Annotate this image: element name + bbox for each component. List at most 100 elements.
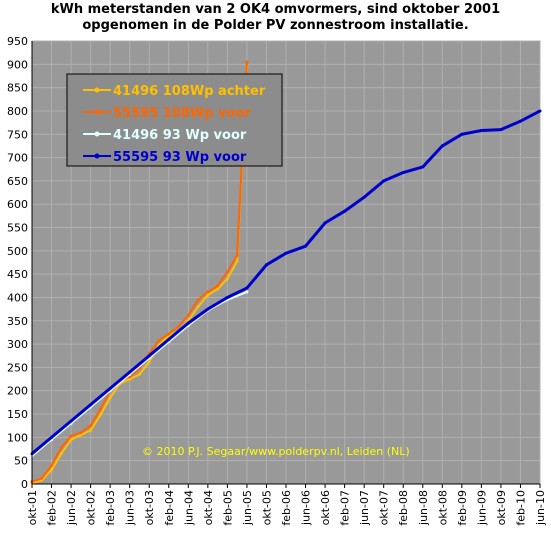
data-point: [323, 221, 327, 225]
data-point: [128, 377, 132, 381]
data-point: [499, 128, 503, 132]
data-point: [196, 298, 200, 302]
data-point: [245, 60, 249, 64]
data-point: [225, 270, 229, 274]
data-point: [79, 433, 83, 437]
data-point: [137, 372, 141, 376]
legend-label-3: 41496 93 Wp voor: [113, 128, 247, 143]
data-point: [157, 338, 161, 342]
data-point: [167, 332, 171, 336]
copyright-annotation: © 2010 P.J. Segaar/www.polderpv.nl, Leid…: [142, 445, 410, 458]
x-tick-label: jun-09: [475, 490, 488, 526]
x-tick-label: jun-08: [417, 490, 430, 526]
x-tick-label: okt-06: [319, 490, 332, 525]
x-tick-label: okt-03: [143, 490, 156, 525]
data-point: [460, 132, 464, 136]
data-point: [216, 284, 220, 288]
data-point: [98, 407, 102, 411]
data-point: [69, 434, 73, 438]
data-point: [225, 295, 229, 299]
x-tick-label: jun-02: [65, 490, 78, 526]
data-point: [264, 263, 268, 267]
data-point: [98, 413, 102, 417]
y-tick-label: 950: [7, 35, 28, 48]
y-tick-label: 300: [7, 338, 28, 351]
data-point: [421, 165, 425, 169]
data-point: [382, 179, 386, 183]
data-point: [128, 370, 132, 374]
y-tick-label: 400: [7, 291, 28, 304]
data-point: [362, 195, 366, 199]
legend-marker-4: [94, 153, 100, 159]
y-tick-label: 700: [7, 152, 28, 165]
x-tick-label: okt-09: [495, 490, 508, 525]
legend-marker-1: [94, 87, 100, 93]
x-tick-label: okt-05: [260, 490, 273, 525]
data-point: [50, 468, 54, 472]
data-point: [89, 428, 93, 432]
data-point: [89, 403, 93, 407]
data-point: [304, 244, 308, 248]
x-tick-label: jun-04: [182, 490, 195, 526]
series-layer: [30, 60, 542, 485]
data-point: [206, 307, 210, 311]
data-point: [50, 463, 54, 467]
y-tick-label: 500: [7, 245, 28, 258]
data-point: [186, 313, 190, 317]
y-tick-label: 600: [7, 198, 28, 211]
x-tick-label: jun-06: [300, 490, 313, 526]
y-tick-label: 0: [21, 478, 28, 491]
data-point: [216, 287, 220, 291]
y-tick-label: 150: [7, 408, 28, 421]
x-tick-label: feb-06: [280, 490, 293, 526]
data-point: [108, 396, 112, 400]
data-point: [186, 321, 190, 325]
data-point: [440, 144, 444, 148]
legend-label-2: 55595 108Wp voor: [113, 106, 251, 121]
x-tick-label: feb-08: [397, 490, 410, 526]
data-point: [50, 435, 54, 439]
data-point: [235, 259, 239, 263]
data-point: [59, 452, 63, 456]
x-tick-label: okt-08: [436, 490, 449, 525]
x-tick-label: okt-01: [26, 490, 39, 525]
y-tick-label: 200: [7, 385, 28, 398]
data-point: [225, 277, 229, 281]
y-tick-label: 350: [7, 315, 28, 328]
data-point: [401, 171, 405, 175]
x-tick-label: okt-04: [202, 490, 215, 525]
data-point: [177, 324, 181, 328]
x-tick-label: okt-02: [85, 490, 98, 525]
legend-label-1: 41496 108Wp achter: [113, 84, 266, 99]
data-point: [69, 438, 73, 442]
chart-title-line-2: opgenomen in de Polder PV zonnestroom in…: [82, 18, 469, 33]
y-tick-label: 850: [7, 82, 28, 95]
series-1: [30, 65, 249, 485]
y-tick-label: 450: [7, 268, 28, 281]
series-4: [30, 109, 542, 456]
legend-marker-2: [94, 109, 100, 115]
data-point: [245, 290, 249, 294]
x-tick-label: okt-07: [378, 490, 391, 525]
x-tick-label: feb-05: [221, 490, 234, 526]
data-point: [40, 476, 44, 480]
data-point: [479, 129, 483, 133]
x-tick-label: feb-02: [46, 490, 59, 526]
x-tick-label: feb-09: [456, 490, 469, 526]
axes: 0 50 100 150 200 250 300 350 400 450 500 550 600 650 7…: [7, 35, 547, 526]
data-point: [235, 254, 239, 258]
y-tick-label: 50: [14, 455, 28, 468]
x-tick-label: feb-03: [104, 490, 117, 526]
x-tick-label: jun-03: [124, 490, 137, 526]
legend-label-4: 55595 93 Wp voor: [113, 150, 247, 165]
y-tick-label: 250: [7, 361, 28, 374]
data-point: [196, 305, 200, 309]
y-tick-label: 650: [7, 175, 28, 188]
y-tick-label: 100: [7, 431, 28, 444]
data-point: [89, 424, 93, 428]
data-point: [79, 431, 83, 435]
x-tick-label: feb-10: [514, 490, 527, 526]
y-tick-label: 900: [7, 58, 28, 71]
